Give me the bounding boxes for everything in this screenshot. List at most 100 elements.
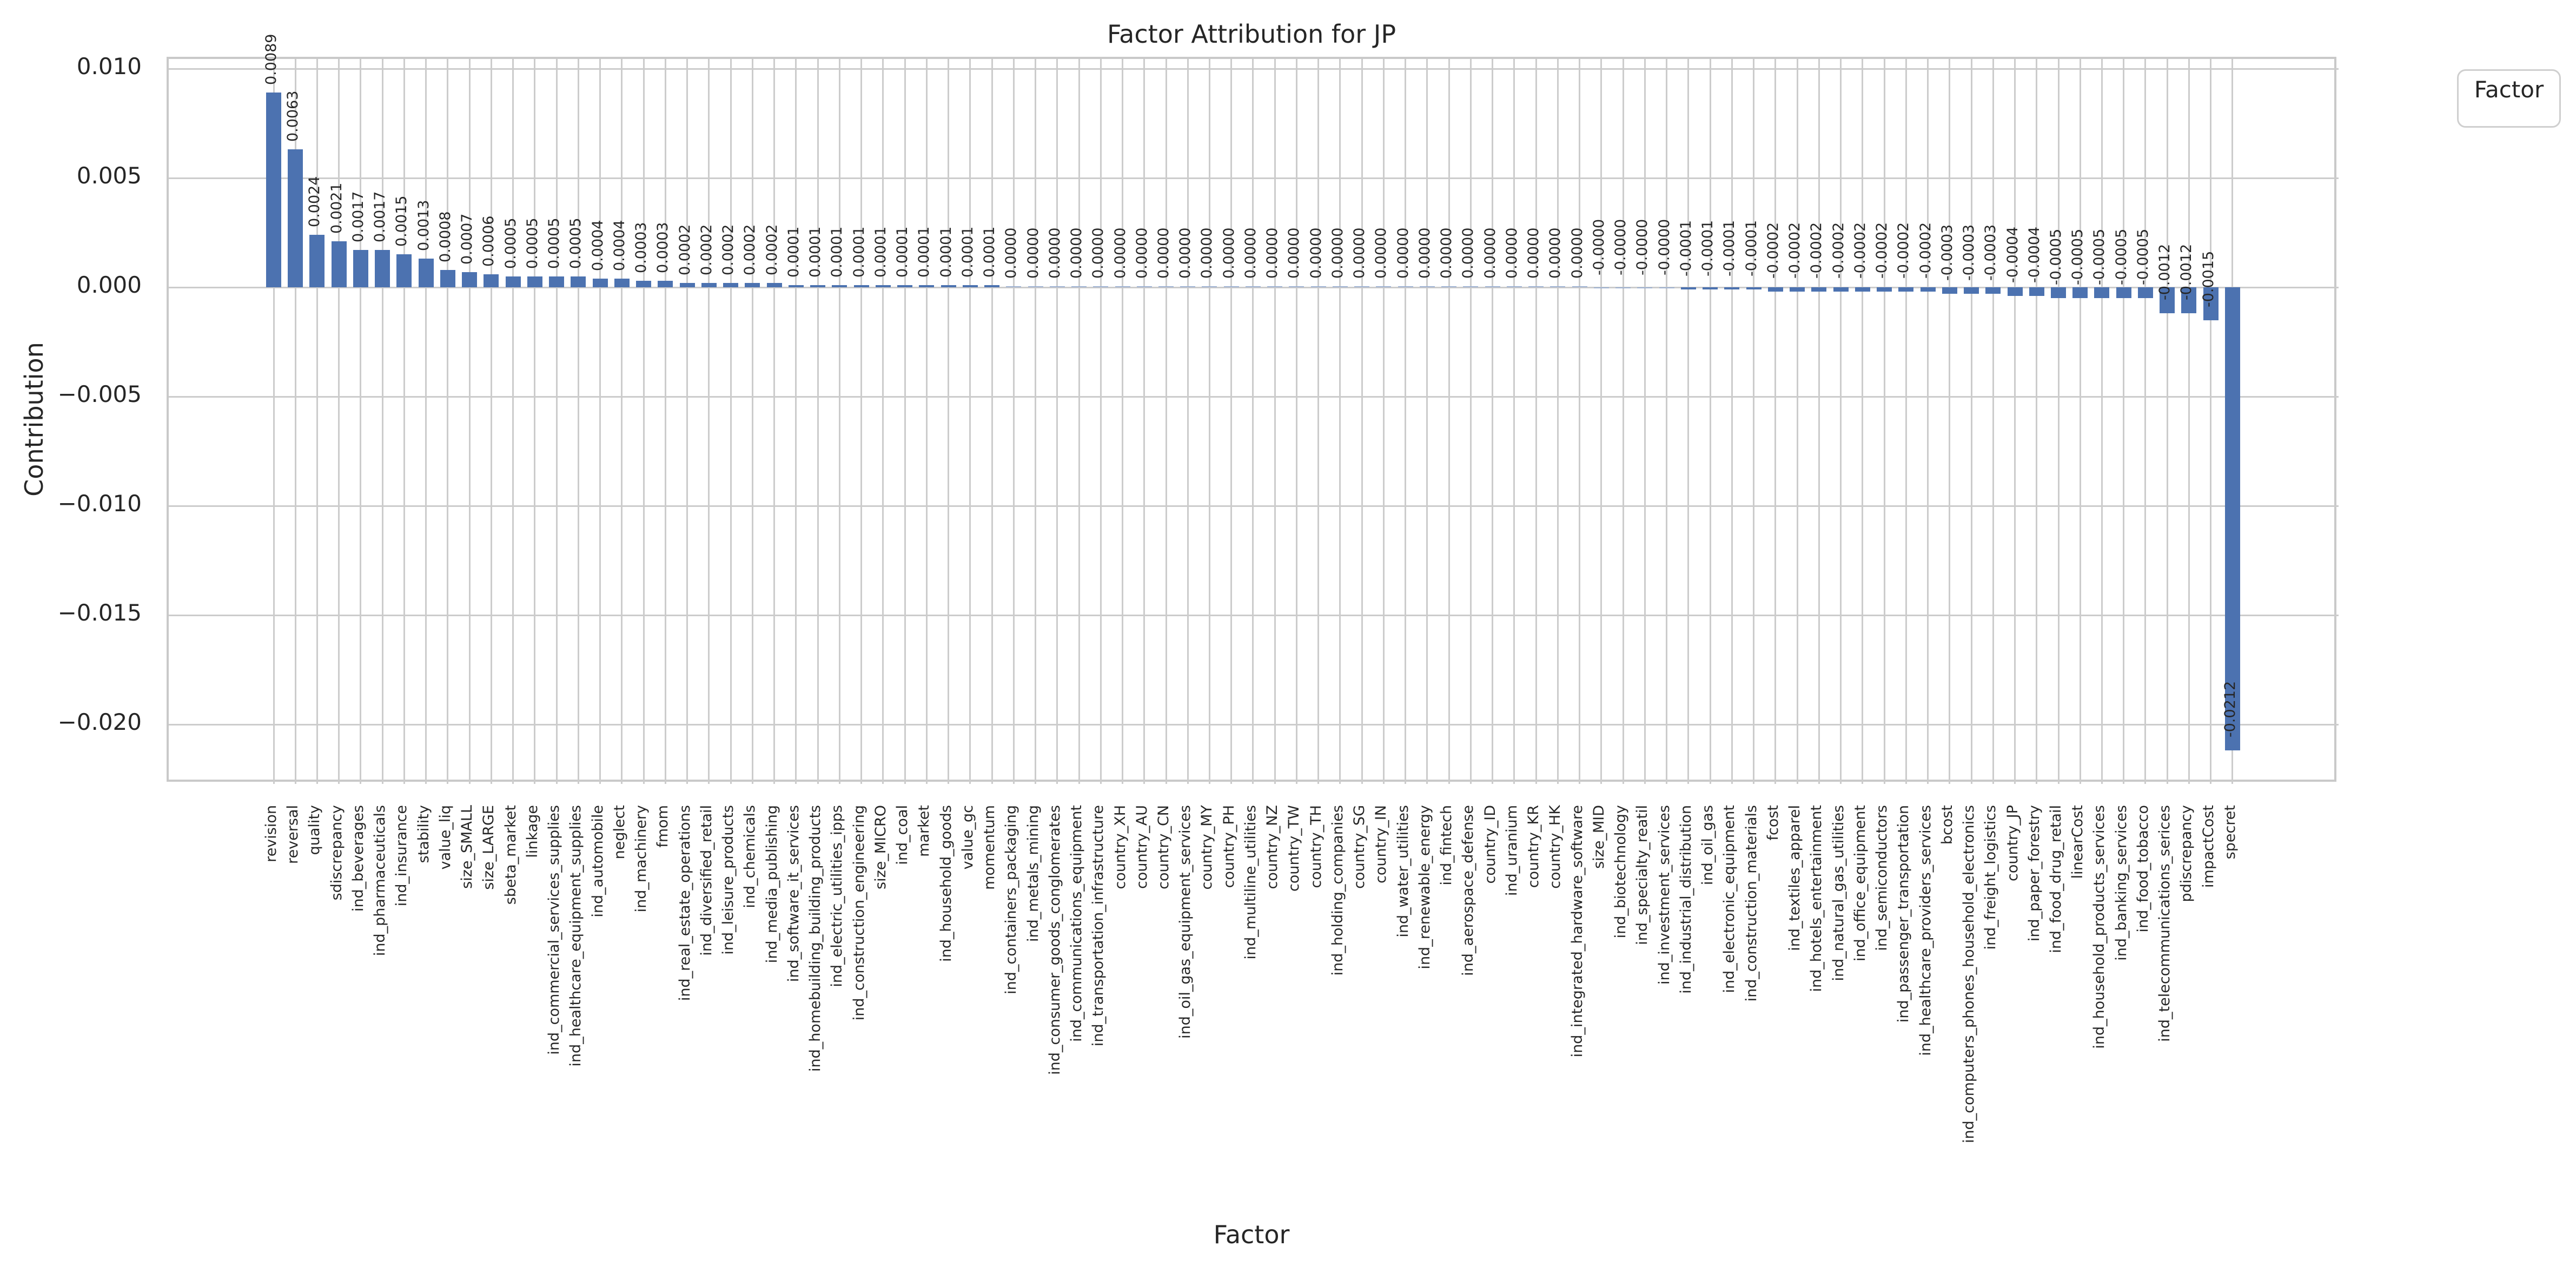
- v-gridline: [599, 59, 601, 784]
- bar: [810, 285, 826, 287]
- legend-title: Factor: [2474, 76, 2544, 103]
- v-gridline: [1949, 59, 1951, 784]
- bar: [1245, 286, 1261, 287]
- x-tick-label: ind_construction_materials: [1743, 805, 1760, 1002]
- bar-value-label: 0.0000: [1373, 227, 1390, 279]
- bar: [418, 259, 434, 287]
- bar: [984, 285, 1000, 287]
- v-gridline: [2210, 59, 2212, 784]
- bar: [1485, 286, 1500, 287]
- bar-value-label: 0.0017: [349, 191, 367, 243]
- x-tick-label: ind_homebuilding_building_products: [807, 805, 824, 1072]
- v-gridline: [2166, 59, 2168, 784]
- bar: [1877, 287, 1892, 292]
- bar-value-label: 0.0002: [676, 224, 693, 275]
- bar: [919, 285, 935, 287]
- x-tick-label: sbeta_market: [502, 805, 519, 905]
- x-tick-label: ind_investment_services: [1655, 805, 1673, 985]
- v-gridline: [1883, 59, 1885, 784]
- bar-value-label: 0.0000: [1242, 227, 1259, 279]
- x-tick-label: country_SG: [1351, 805, 1368, 889]
- v-gridline: [534, 59, 536, 784]
- y-tick-label: 0.005: [76, 162, 142, 189]
- bar: [484, 274, 499, 287]
- x-tick-label: country_PH: [1220, 805, 1237, 888]
- x-tick-label: ind_natural_gas_utilities: [1830, 805, 1847, 981]
- bar: [288, 149, 303, 287]
- bar-value-label: 0.0000: [1111, 227, 1129, 279]
- bar-value-label: 0.0005: [524, 217, 541, 269]
- x-tick-label: country_TH: [1307, 805, 1325, 888]
- x-tick-label: ind_containers_packaging: [1003, 805, 1020, 994]
- x-tick-label: ind_fintech: [1438, 805, 1455, 886]
- bar-value-label: 0.0006: [480, 215, 498, 267]
- bar-value-label: -0.0002: [1786, 222, 1804, 279]
- x-tick-label: size_SMALL: [459, 805, 476, 889]
- bar-value-label: 0.0001: [959, 226, 976, 278]
- bar: [1985, 287, 2001, 294]
- bar-value-label: 0.0089: [263, 34, 280, 85]
- v-gridline: [1492, 59, 1494, 784]
- v-gridline: [1143, 59, 1145, 784]
- bar-value-label: 0.0008: [436, 211, 454, 262]
- chart-title: Factor Attribution for JP: [1107, 19, 1396, 49]
- bar-value-label: 0.0001: [981, 226, 998, 278]
- v-gridline: [1970, 59, 1972, 784]
- bar-value-label: 0.0005: [546, 217, 563, 269]
- bar-value-label: -0.0000: [1634, 219, 1651, 275]
- bar: [2007, 287, 2023, 296]
- bar: [962, 285, 978, 287]
- v-gridline: [1448, 59, 1450, 784]
- bar-value-label: 0.0000: [1460, 227, 1477, 279]
- bar: [462, 272, 478, 287]
- x-tick-label: ind_specialty_reatil: [1634, 805, 1651, 945]
- bar: [1506, 286, 1522, 287]
- x-tick-label: ind_uranium: [1503, 805, 1520, 896]
- bar-value-label: 0.0063: [284, 90, 302, 142]
- bar-value-label: 0.0001: [872, 226, 889, 278]
- bar-value-label: 0.0004: [611, 220, 628, 271]
- bar-value-label: 0.0005: [502, 217, 519, 269]
- bar: [2029, 287, 2044, 296]
- x-tick-label: ind_leisure_products: [720, 805, 737, 955]
- bar: [1202, 286, 1217, 287]
- v-gridline: [294, 59, 296, 784]
- x-tick-label: country_HK: [1547, 805, 1564, 889]
- y-tick-label: −0.020: [57, 709, 142, 735]
- y-tick-label: 0.010: [76, 53, 142, 80]
- x-tick-label: ind_healthcare_providers_services: [1917, 805, 1934, 1056]
- v-gridline: [621, 59, 623, 784]
- x-tick-label: quality: [306, 805, 323, 855]
- x-tick-label: ind_food_tobacco: [2134, 805, 2151, 933]
- bar: [1637, 287, 1653, 288]
- bar: [1703, 287, 1718, 290]
- bar: [1833, 287, 1849, 292]
- bar: [941, 285, 956, 287]
- bar: [1767, 287, 1783, 292]
- v-gridline: [1753, 59, 1755, 784]
- bar-value-label: -0.0002: [1895, 222, 1912, 279]
- v-gridline: [2014, 59, 2016, 784]
- bar: [1376, 286, 1392, 287]
- x-tick-label: ind_holding_companies: [1329, 805, 1346, 976]
- x-tick-label: ind_freight_logistics: [1982, 805, 1999, 950]
- bar-value-label: 0.0002: [763, 224, 780, 275]
- bar-value-label: -0.0005: [2134, 228, 2151, 286]
- bar-value-label: 0.0002: [698, 224, 715, 275]
- v-gridline: [1905, 59, 1907, 784]
- x-tick-label: size_MICRO: [872, 805, 889, 889]
- x-tick-label: ind_computers_phones_household_electroni…: [1961, 805, 1978, 1143]
- bar: [331, 241, 347, 287]
- v-gridline: [1295, 59, 1297, 784]
- x-tick-label: ind_diversified_retail: [698, 805, 715, 956]
- v-gridline: [1469, 59, 1472, 784]
- v-gridline: [1078, 59, 1080, 784]
- bar-value-label: -0.0002: [1851, 222, 1869, 279]
- v-gridline: [1731, 59, 1733, 784]
- bar: [353, 250, 368, 287]
- bar-value-label: -0.0015: [2200, 250, 2217, 307]
- x-tick-label: ind_electronic_equipment: [1721, 805, 1738, 993]
- x-tick-label: ind_textiles_apparel: [1786, 805, 1804, 951]
- bar-value-label: 0.0000: [1525, 227, 1542, 279]
- v-gridline: [1862, 59, 1864, 784]
